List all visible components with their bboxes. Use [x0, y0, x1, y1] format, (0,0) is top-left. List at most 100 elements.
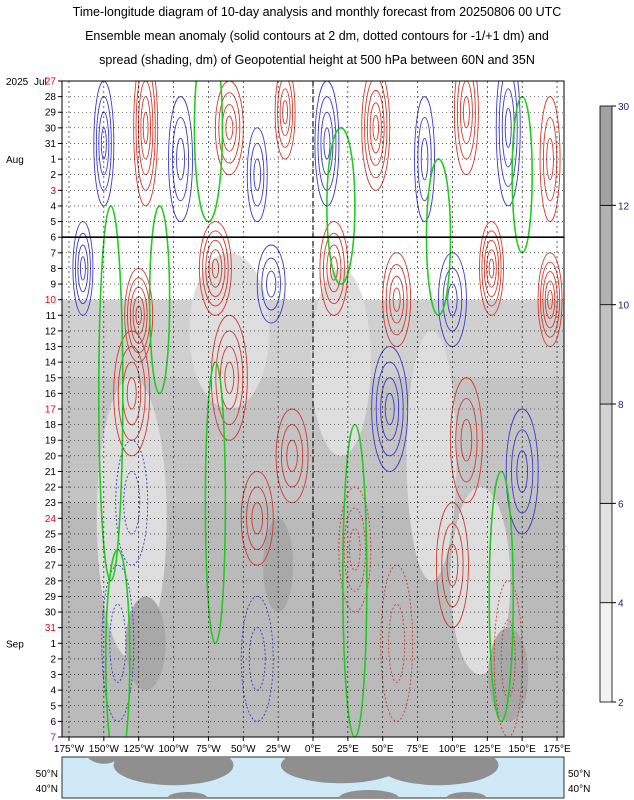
- positive-anomaly-contour: [343, 507, 366, 592]
- negative-anomaly-contour: [504, 107, 512, 148]
- colorbar: 2 4 6 8 10 12 30: [599, 102, 630, 709]
- positive-anomaly-contour: [319, 221, 349, 316]
- lon-tick-label: 125°E: [474, 744, 502, 755]
- positive-anomaly-contour: [205, 239, 226, 297]
- negative-anomaly-contour: [115, 439, 149, 566]
- date-tick-label: 7: [50, 248, 56, 259]
- date-tick-label: 5: [50, 701, 56, 712]
- negative-anomaly-contour: [176, 137, 185, 181]
- positive-anomaly-contour: [133, 81, 159, 207]
- title-line-1: Time-longitude diagram of 10-day analysi…: [72, 5, 562, 19]
- lon-tick-label: 25°E: [337, 744, 359, 755]
- colorbar-segment: [599, 105, 613, 206]
- negative-anomaly-contour: [417, 116, 432, 202]
- positive-anomaly-contour: [322, 232, 345, 305]
- date-tick-label: 18: [45, 420, 57, 431]
- map-land: [87, 757, 499, 798]
- date-tick-label: 14: [45, 358, 57, 369]
- colorbar-tick-label: 4: [618, 599, 624, 610]
- negative-anomaly-contour: [375, 361, 404, 457]
- year-label: 2025: [6, 77, 29, 88]
- land-mass: [167, 792, 208, 798]
- colorbar-tick-label: 10: [618, 301, 630, 312]
- date-tick-label: 10: [45, 295, 57, 306]
- negative-anomaly-contour: [172, 116, 189, 202]
- lon-tick-label: 150°E: [508, 744, 536, 755]
- land-mass: [446, 792, 487, 798]
- negative-anomaly-contour: [77, 244, 89, 293]
- spread-patch: [310, 268, 371, 456]
- date-tick-label: 25: [45, 529, 57, 540]
- lon-tick-label: 100°W: [158, 744, 189, 755]
- lon-tick-label: 50°W: [231, 744, 256, 755]
- longitude-axis: 175°W 150°W 125°W 100°W 75°W 50°W 25°W 0°E 25°E 5…: [54, 737, 571, 755]
- date-tick-label: 12: [45, 326, 57, 337]
- negative-anomaly-contour: [109, 603, 127, 683]
- date-tick-label: 19: [45, 436, 57, 447]
- lon-tick-label: 175°W: [54, 744, 85, 755]
- zero-contour: [104, 548, 131, 737]
- colorbar-tick-label: 6: [618, 499, 624, 510]
- negative-anomaly-contour: [261, 257, 281, 311]
- positive-anomaly-contour: [479, 221, 504, 316]
- zero-contour: [148, 205, 171, 395]
- positive-anomaly-contour: [392, 287, 401, 312]
- lon-tick-label: 50°E: [372, 744, 394, 755]
- date-tick-label: 31: [45, 623, 57, 634]
- date-tick-label: 1: [50, 639, 56, 650]
- title-line-3: spread (shading, dm) of Geopotential hei…: [99, 53, 535, 67]
- date-tick-label: 30: [45, 123, 57, 134]
- date-tick-label: 22: [45, 483, 57, 494]
- positive-anomaly-contour: [388, 603, 406, 683]
- negative-anomaly-contour: [240, 595, 274, 722]
- month-label: Jul: [34, 77, 47, 88]
- positive-anomaly-contour: [349, 528, 361, 571]
- positive-anomaly-contour: [542, 116, 558, 202]
- negative-anomaly-contour: [511, 429, 534, 514]
- date-tick-label: 17: [45, 405, 57, 416]
- positive-anomaly-contour: [366, 89, 385, 166]
- date-tick-label: 5: [50, 217, 56, 228]
- negative-anomaly-contour: [495, 81, 521, 207]
- date-tick-label: 27: [45, 561, 57, 572]
- positive-anomaly-contour: [455, 398, 478, 483]
- positive-anomaly-contour: [540, 261, 561, 338]
- negative-anomaly-contour: [447, 283, 458, 316]
- date-tick-label: 8: [50, 264, 56, 275]
- title-line-2: Ensemble mean anomaly (solid contours at…: [85, 29, 549, 43]
- land-mass: [338, 790, 399, 798]
- colorbar-segment: [599, 502, 613, 604]
- date-tick-label: 28: [45, 576, 57, 587]
- positive-anomaly-contour: [126, 377, 137, 410]
- negative-anomaly-contour: [256, 244, 286, 324]
- date-tick-label: 4: [50, 686, 56, 697]
- negative-anomaly-contour: [168, 96, 193, 223]
- negative-anomaly-contour: [246, 127, 268, 223]
- negative-anomaly-contour: [123, 471, 141, 535]
- lon-tick-label: 100°E: [439, 744, 467, 755]
- positive-anomaly-contour: [275, 408, 309, 504]
- positive-anomaly-contour: [135, 81, 156, 191]
- date-tick-label: 13: [45, 342, 57, 353]
- colorbar-tick-label: 30: [618, 102, 630, 113]
- date-tick-label: 27: [45, 77, 57, 88]
- date-tick-label: 26: [45, 545, 57, 556]
- chart-title: Time-longitude diagram of 10-day analysi…: [0, 0, 634, 72]
- date-tick-label: 29: [45, 592, 57, 603]
- colorbar-tick-label: 12: [618, 201, 630, 212]
- date-tick-label: 30: [45, 608, 57, 619]
- positive-anomaly-contour: [488, 258, 495, 279]
- month-label: Aug: [6, 155, 24, 166]
- date-tick-label: 3: [50, 186, 56, 197]
- date-tick-label: 23: [45, 498, 57, 509]
- negative-anomaly-contour: [442, 267, 463, 332]
- month-label: Sep: [6, 639, 24, 650]
- date-tick-label: 16: [45, 389, 57, 400]
- colorbar-segment: [599, 304, 613, 405]
- colorbar-segment: [599, 204, 613, 306]
- date-tick-label: 29: [45, 108, 57, 119]
- lon-tick-label: 25°W: [266, 744, 291, 755]
- date-tick-label: 2: [50, 170, 56, 181]
- lon-tick-label: 75°E: [407, 744, 429, 755]
